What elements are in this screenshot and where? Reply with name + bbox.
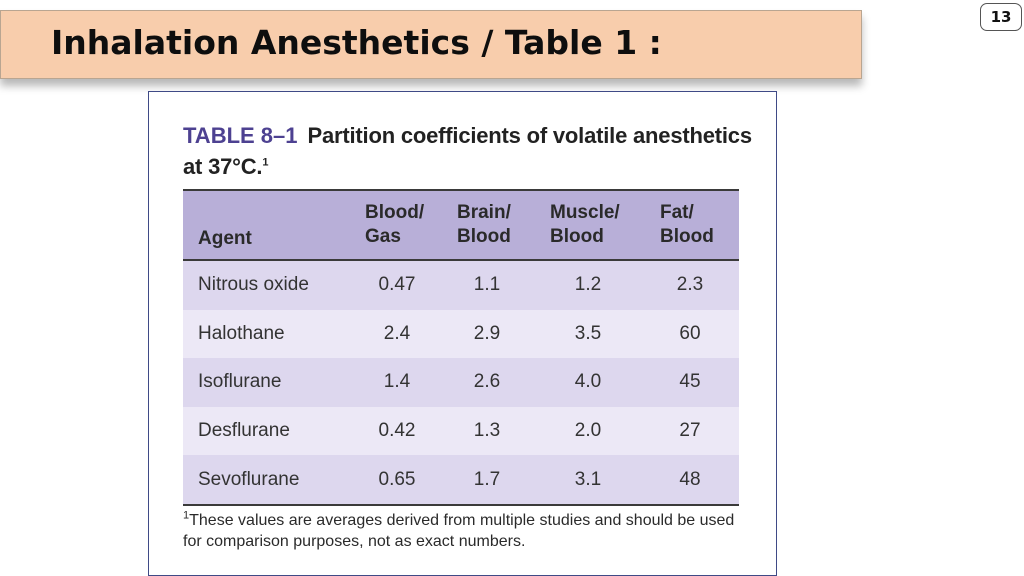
blood-gas-value: 1.4: [383, 371, 411, 393]
fat-blood-value: 2.3: [676, 274, 704, 296]
col-header-line1: Muscle/: [550, 202, 620, 223]
col-header-line2: Blood: [457, 226, 511, 247]
table-header-row: Agent Blood/ Gas Brain/ Blood Muscle/ Bl…: [183, 191, 739, 261]
blood-gas-value: 0.42: [378, 420, 416, 442]
table-title: Partition coefficients of volatile anest…: [183, 123, 752, 179]
brain-blood-value: 2.6: [473, 371, 501, 393]
table-row: Desflurane 0.42 1.3 2.0 27: [183, 406, 739, 456]
brain-blood-value: 1.1: [473, 274, 501, 296]
agent-name: Nitrous oxide: [198, 274, 309, 296]
muscle-blood-value: 3.5: [574, 322, 602, 344]
muscle-blood-value: 3.1: [574, 468, 602, 490]
table-figure: TABLE 8–1 Partition coefficients of volat…: [169, 106, 757, 568]
fat-blood-value: 48: [679, 468, 701, 490]
table-caption: TABLE 8–1 Partition coefficients of volat…: [183, 120, 753, 182]
col-header-muscle-blood: Muscle/ Blood: [550, 201, 620, 249]
fat-blood-value: 27: [679, 420, 701, 442]
fat-blood-value: 45: [679, 371, 701, 393]
col-header-line1: Blood/: [365, 202, 425, 223]
slide-title: Inhalation Anesthetics / Table 1 :: [51, 23, 662, 62]
table-row: Nitrous oxide 0.47 1.1 1.2 2.3: [183, 261, 739, 310]
col-header-line2: Blood: [550, 226, 604, 247]
table-row: Isoflurane 1.4 2.6 4.0 45: [183, 358, 739, 407]
footnote-text: These values are averages derived from m…: [183, 512, 735, 550]
agent-name: Halothane: [198, 322, 285, 344]
blood-gas-value: 0.47: [378, 274, 416, 296]
agent-name: Desflurane: [198, 420, 290, 442]
col-header-agent: Agent: [198, 227, 252, 251]
col-header-blood-gas: Blood/ Gas: [365, 201, 424, 249]
col-header-line2: Blood: [660, 226, 714, 247]
brain-blood-value: 1.3: [473, 420, 501, 442]
table-label: TABLE 8–1: [183, 123, 298, 148]
col-header-line1: Fat/: [660, 202, 694, 223]
footnote-mark: 1: [183, 509, 190, 522]
muscle-blood-value: 1.2: [574, 274, 602, 296]
col-header-brain-blood: Brain/ Blood: [457, 201, 511, 249]
blood-gas-value: 2.4: [383, 322, 411, 344]
table-row: Halothane 2.4 2.9 3.5 60: [183, 309, 739, 359]
muscle-blood-value: 2.0: [574, 420, 602, 442]
col-header-line2: Gas: [365, 226, 401, 247]
muscle-blood-value: 4.0: [574, 371, 602, 393]
agent-name: Isoflurane: [198, 371, 282, 393]
col-header-line1: Brain/: [457, 202, 511, 223]
partition-coefficient-table: Agent Blood/ Gas Brain/ Blood Muscle/ Bl…: [183, 189, 739, 506]
col-header-agent-label: Agent: [198, 228, 252, 249]
table-footnote: 1These values are averages derived from …: [183, 510, 753, 552]
title-footnote-mark: 1: [262, 156, 269, 169]
page-number: 13: [980, 3, 1022, 31]
table-row: Sevoflurane 0.65 1.7 3.1 48: [183, 455, 739, 504]
brain-blood-value: 2.9: [473, 322, 501, 344]
col-header-fat-blood: Fat/ Blood: [660, 201, 714, 249]
blood-gas-value: 0.65: [378, 468, 416, 490]
brain-blood-value: 1.7: [473, 468, 501, 490]
fat-blood-value: 60: [679, 322, 701, 344]
agent-name: Sevoflurane: [198, 468, 300, 490]
slide-title-bar: Inhalation Anesthetics / Table 1 :: [0, 10, 862, 79]
